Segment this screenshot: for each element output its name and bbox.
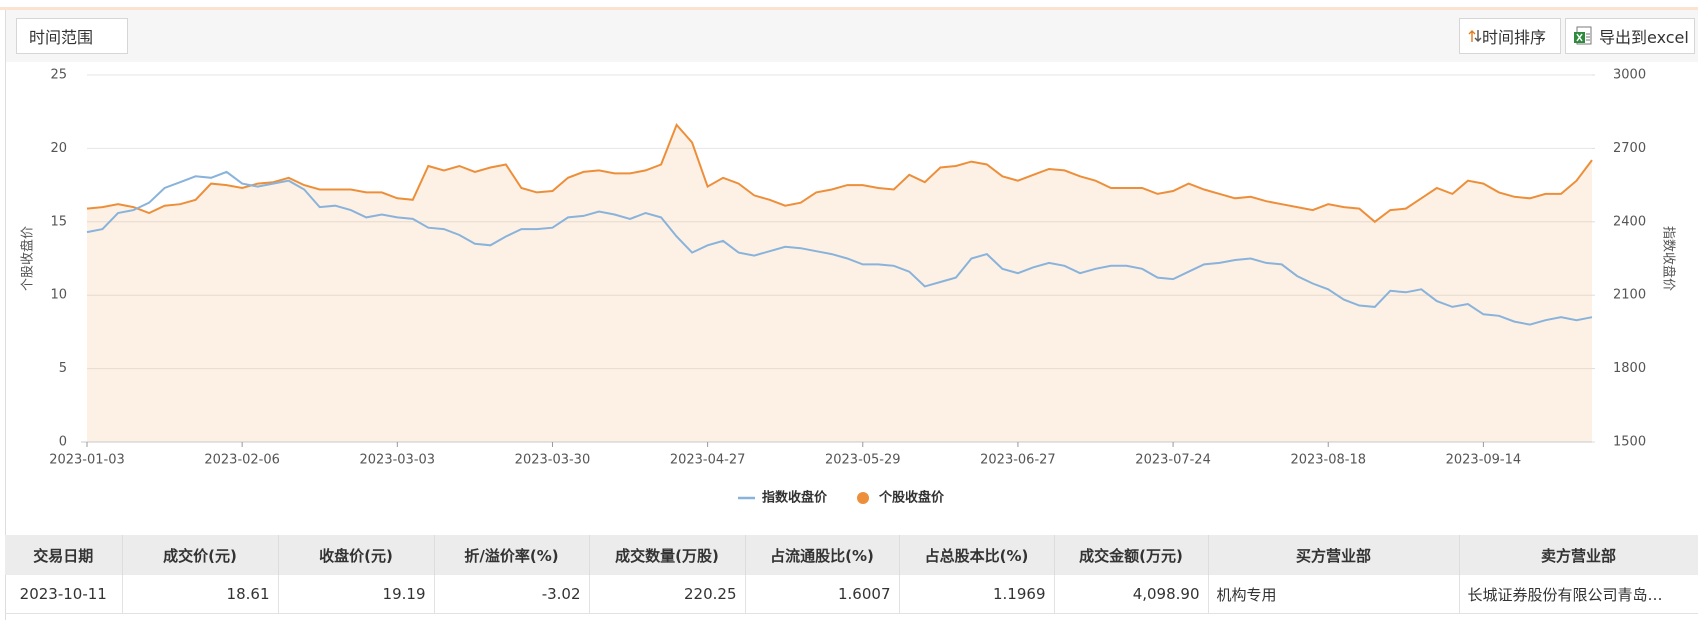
y2-tick-label: 1500 <box>1613 435 1646 450</box>
y2-tick-label: 2400 <box>1613 214 1646 229</box>
toolbar: 时间范围 时间排序 导出到excel <box>6 10 1698 62</box>
column-header: 占流通股比(%) <box>745 535 900 575</box>
x-tick-label: 2023-06-27 <box>980 453 1056 468</box>
y2-axis-title: 指数收盘价 <box>1661 226 1677 291</box>
x-tick-label: 2023-03-03 <box>360 453 436 468</box>
table-cell: 18.61 <box>122 575 279 614</box>
x-tick-label: 2023-02-06 <box>204 453 280 468</box>
column-header: 成交数量(万股) <box>589 535 746 575</box>
y-tick-label: 10 <box>50 288 67 303</box>
table-cell: 2023-10-11 <box>5 575 123 614</box>
column-header: 折/溢价率(%) <box>434 535 590 575</box>
column-header: 收盘价(元) <box>278 535 435 575</box>
line <box>86 123 1593 224</box>
line <box>86 170 1593 326</box>
table-cell: 机构专用 <box>1208 575 1460 614</box>
y2-tick-label: 3000 <box>1613 68 1646 83</box>
table-cell: 1.6007 <box>745 575 900 614</box>
table-cell: -3.02 <box>434 575 590 614</box>
left-border <box>5 10 6 620</box>
table-cell: 1.1969 <box>899 575 1055 614</box>
time-range-button[interactable]: 时间范围 <box>16 18 128 54</box>
column-header: 买方营业部 <box>1208 535 1460 575</box>
x-tick-label: 2023-09-14 <box>1446 453 1522 468</box>
y-tick-label: 5 <box>59 361 67 376</box>
legend-label: 指数收盘价 <box>762 490 828 506</box>
x-tick-label: 2023-01-03 <box>49 453 125 468</box>
table-cell: 19.19 <box>278 575 435 614</box>
y-tick-label: 15 <box>50 214 67 229</box>
sort-label: 时间排序 <box>1482 28 1547 47</box>
top-border <box>0 0 1698 10</box>
time-range-label: 时间范围 <box>29 28 94 47</box>
sort-button[interactable]: 时间排序 <box>1459 18 1561 54</box>
export-button[interactable]: 导出到excel <box>1565 18 1695 54</box>
chart: 0510152025150018002100240027003000个股收盘价指… <box>20 68 1677 506</box>
table-header: 交易日期 成交价(元) 收盘价(元) 折/溢价率(%) 成交数量(万股) 占流通股比(%)… <box>5 535 1698 575</box>
y-axis-title: 个股收盘价 <box>20 226 36 291</box>
table-cell: 长城证券股份有限公司青岛… <box>1459 575 1698 614</box>
column-header: 卖方营业部 <box>1459 535 1698 575</box>
x-tick-label: 2023-03-30 <box>515 453 591 468</box>
column-header: 交易日期 <box>5 535 123 575</box>
x-tick-label: 2023-07-24 <box>1135 453 1211 468</box>
legend: 指数收盘价 个股收盘价 <box>738 490 945 506</box>
y-tick-label: 25 <box>50 68 67 83</box>
export-label: 导出到excel <box>1599 28 1689 47</box>
table-cell: 220.25 <box>589 575 746 614</box>
y-tick-label: 0 <box>59 435 67 450</box>
table-row: 2023-10-11 18.61 19.19 -3.02 220.25 1.6007 1.1… <box>5 575 1698 614</box>
column-header: 占总股本比(%) <box>899 535 1055 575</box>
x-tick-label: 2023-08-18 <box>1290 453 1366 468</box>
x-tick-label: 2023-04-27 <box>670 453 746 468</box>
x-tick-label: 2023-05-29 <box>825 453 901 468</box>
y-tick-label: 20 <box>50 141 67 156</box>
y2-tick-label: 2100 <box>1613 288 1646 303</box>
column-header: 成交价(元) <box>122 535 279 575</box>
column-header: 成交金额(万元) <box>1054 535 1209 575</box>
area <box>87 124 1592 443</box>
excel-icon <box>1574 26 1592 45</box>
table-cell: 4,098.90 <box>1054 575 1209 614</box>
legend-marker <box>857 492 870 504</box>
y2-tick-label: 2700 <box>1613 141 1646 156</box>
y2-tick-label: 1800 <box>1613 361 1646 376</box>
sort-icon <box>1468 30 1482 42</box>
trade-table: 交易日期 成交价(元) 收盘价(元) 折/溢价率(%) 成交数量(万股) 占流通股比(%)… <box>5 535 1698 614</box>
legend-label: 个股收盘价 <box>878 490 945 506</box>
